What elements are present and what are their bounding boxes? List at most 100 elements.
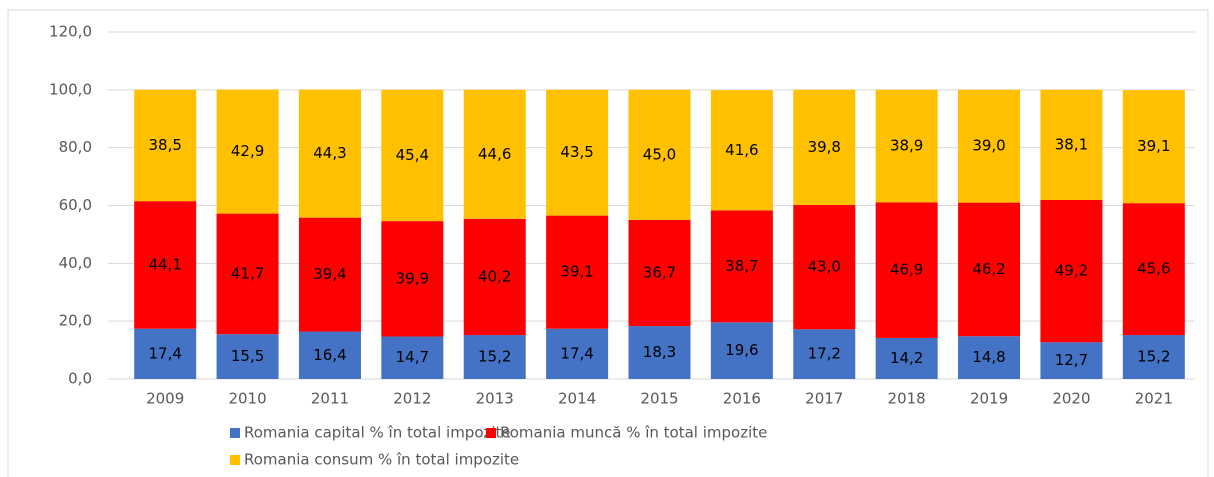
data-label: 17,4 xyxy=(148,344,181,362)
x-tick-label: 2009 xyxy=(146,390,184,408)
data-label: 41,6 xyxy=(725,141,758,159)
bar-segment xyxy=(216,334,279,379)
data-label: 39,1 xyxy=(560,263,593,281)
bar-segment xyxy=(381,336,444,379)
chart-frame xyxy=(7,9,1209,477)
bar-segment xyxy=(1122,203,1185,336)
data-label: 44,3 xyxy=(313,144,346,162)
legend-label: Romania consum % în total impozite xyxy=(244,451,519,469)
y-tick-label: 40,0 xyxy=(59,254,92,272)
bar-segment xyxy=(710,210,773,323)
data-label: 42,9 xyxy=(231,142,264,160)
data-label: 45,6 xyxy=(1137,260,1170,278)
data-label: 39,4 xyxy=(313,265,346,283)
bar-segment xyxy=(546,215,609,329)
y-tick-label: 0,0 xyxy=(68,370,92,388)
data-label: 39,0 xyxy=(972,137,1005,155)
legend-swatch xyxy=(486,428,496,438)
bar-segment xyxy=(1040,342,1103,379)
bar-segment xyxy=(793,89,856,205)
data-label: 49,2 xyxy=(1055,262,1088,280)
bar-segment xyxy=(546,89,609,216)
legend-label: Romania muncă % în total impozite xyxy=(500,424,767,442)
bar-segment xyxy=(958,336,1021,379)
data-label: 14,8 xyxy=(972,348,1005,366)
x-tick-label: 2011 xyxy=(311,390,349,408)
data-label: 46,9 xyxy=(890,261,923,279)
data-label: 39,8 xyxy=(808,138,841,156)
bar-segment xyxy=(875,337,938,379)
bar-segment xyxy=(216,89,279,214)
bar-segment xyxy=(298,331,361,379)
bar-segment xyxy=(958,202,1021,337)
data-label: 38,1 xyxy=(1055,135,1088,153)
x-tick-label: 2010 xyxy=(228,390,266,408)
bar-segment xyxy=(381,221,444,337)
bar-segment xyxy=(1040,200,1103,343)
bar-segment xyxy=(875,89,938,203)
bar-segment xyxy=(710,90,773,211)
data-label: 39,1 xyxy=(1137,137,1170,155)
legend-label: Romania capital % în total impozite xyxy=(244,424,511,442)
bar-segment xyxy=(134,89,197,202)
bar-segment xyxy=(793,204,856,330)
data-label: 19,6 xyxy=(725,341,758,359)
bar-segment xyxy=(134,201,197,329)
bar-segment xyxy=(463,335,526,379)
x-tick-label: 2021 xyxy=(1135,390,1173,408)
data-label: 39,9 xyxy=(396,269,429,287)
x-tick-label: 2016 xyxy=(723,390,761,408)
data-label: 38,9 xyxy=(890,137,923,155)
data-label: 16,4 xyxy=(313,346,346,364)
data-label: 36,7 xyxy=(643,264,676,282)
data-label: 15,2 xyxy=(478,348,511,366)
data-label: 44,1 xyxy=(148,255,181,273)
data-label: 45,0 xyxy=(643,145,676,163)
y-tick-label: 60,0 xyxy=(59,196,92,214)
bar-segment xyxy=(875,202,938,338)
bar-segment xyxy=(298,89,361,218)
x-tick-label: 2018 xyxy=(888,390,926,408)
data-label: 14,7 xyxy=(396,348,429,366)
bar-segment xyxy=(628,219,691,327)
y-tick-label: 100,0 xyxy=(49,80,92,98)
x-tick-label: 2014 xyxy=(558,390,596,408)
bar-segment xyxy=(793,329,856,379)
data-label: 15,2 xyxy=(1137,348,1170,366)
data-label: 17,4 xyxy=(560,344,593,362)
data-label: 40,2 xyxy=(478,267,511,285)
bar-segment xyxy=(216,213,279,335)
legend-swatch xyxy=(230,455,240,465)
bar-segment xyxy=(710,322,773,379)
x-tick-label: 2019 xyxy=(970,390,1008,408)
data-label: 46,2 xyxy=(972,260,1005,278)
y-tick-label: 120,0 xyxy=(49,23,92,41)
bar-segment xyxy=(463,218,526,336)
x-tick-label: 2015 xyxy=(640,390,678,408)
data-label: 17,2 xyxy=(808,345,841,363)
data-label: 44,6 xyxy=(478,145,511,163)
y-tick-label: 20,0 xyxy=(59,312,92,330)
bar-segment xyxy=(958,89,1021,203)
bar-segment xyxy=(1040,89,1103,201)
data-label: 15,5 xyxy=(231,347,264,365)
x-tick-label: 2013 xyxy=(476,390,514,408)
bar-segment xyxy=(628,89,691,220)
x-tick-label: 2017 xyxy=(805,390,843,408)
data-label: 38,5 xyxy=(148,136,181,154)
data-label: 38,7 xyxy=(725,257,758,275)
bar-segment xyxy=(1122,90,1185,204)
data-label: 41,7 xyxy=(231,264,264,282)
bar-segment xyxy=(546,328,609,379)
x-tick-label: 2012 xyxy=(393,390,431,408)
bar-segment xyxy=(1122,335,1185,379)
y-tick-label: 80,0 xyxy=(59,138,92,156)
legend-swatch xyxy=(230,428,240,438)
bar-segment xyxy=(298,217,361,332)
bar-segment xyxy=(134,328,197,379)
x-tick-label: 2020 xyxy=(1052,390,1090,408)
bar-segment xyxy=(463,89,526,219)
data-label: 43,5 xyxy=(560,143,593,161)
bar-segment xyxy=(381,89,444,222)
